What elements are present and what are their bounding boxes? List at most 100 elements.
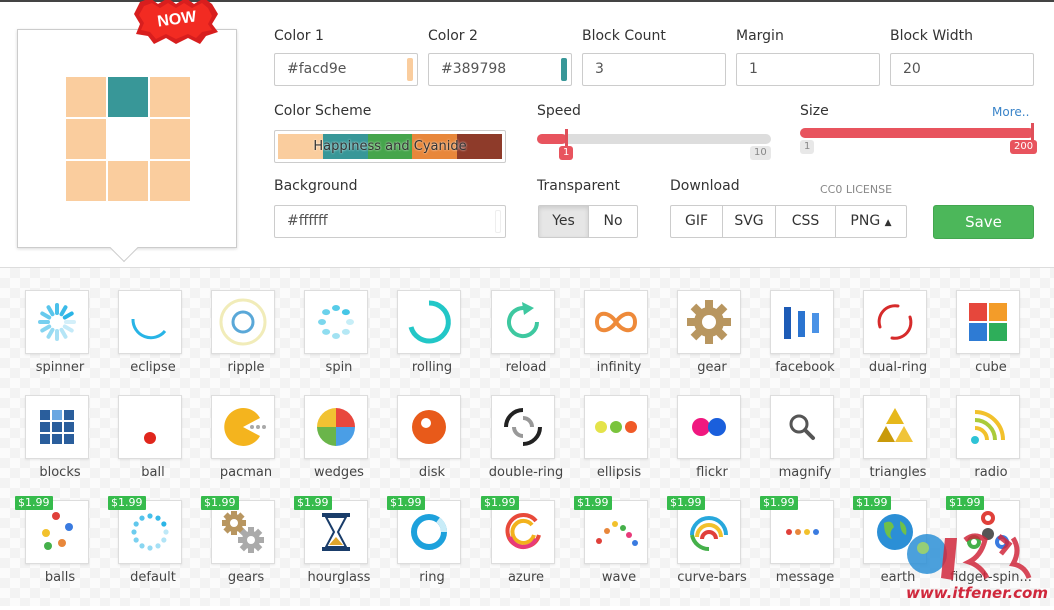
- gear-icon: [687, 300, 731, 344]
- loader-tile[interactable]: flickr: [666, 395, 758, 495]
- block-count-input[interactable]: 3: [582, 53, 726, 86]
- download-css-button[interactable]: CSS: [775, 205, 836, 238]
- caret-up-icon: ▲: [884, 218, 892, 228]
- loader-tile[interactable]: pacman: [200, 395, 292, 495]
- loader-thumbnail[interactable]: [118, 500, 182, 564]
- watermark: www.itfener.com: [905, 520, 1054, 606]
- loader-tile[interactable]: default $1.99: [107, 496, 199, 600]
- loader-thumbnail[interactable]: [584, 395, 648, 459]
- loader-name: radio: [974, 465, 1008, 480]
- more-link[interactable]: More..: [992, 105, 1030, 119]
- download-png-button[interactable]: PNG ▲: [835, 205, 907, 238]
- loader-tile[interactable]: spinner: [14, 290, 106, 390]
- loader-thumbnail[interactable]: [491, 290, 555, 354]
- speed-max: 10: [750, 146, 771, 160]
- speed-handle[interactable]: [565, 129, 568, 149]
- color1-input[interactable]: #facd9e: [274, 53, 418, 86]
- color-scheme-select[interactable]: Happiness and Cyanide: [274, 130, 506, 163]
- loader-tile[interactable]: curve-bars $1.99: [666, 496, 758, 600]
- loader-tile[interactable]: spin: [293, 290, 385, 390]
- facebook-icon: [784, 307, 819, 339]
- loader-tile[interactable]: ball: [107, 395, 199, 495]
- color1-swatch[interactable]: [407, 58, 413, 81]
- size-handle[interactable]: [1031, 123, 1034, 143]
- loader-tile[interactable]: triangles: [852, 395, 944, 495]
- loader-thumbnail[interactable]: [677, 500, 741, 564]
- loader-name: eclipse: [130, 360, 176, 375]
- loader-tile[interactable]: earth $1.99: [852, 496, 944, 600]
- loader-thumbnail[interactable]: [118, 290, 182, 354]
- loader-tile[interactable]: gear: [666, 290, 758, 390]
- loader-tile[interactable]: infinity: [573, 290, 665, 390]
- loader-thumbnail[interactable]: [397, 395, 461, 459]
- loader-thumbnail[interactable]: [770, 500, 834, 564]
- loader-thumbnail[interactable]: [863, 500, 927, 564]
- loader-tile[interactable]: ring $1.99: [386, 496, 478, 600]
- loader-tile[interactable]: reload: [480, 290, 572, 390]
- loader-thumbnail[interactable]: [211, 500, 275, 564]
- loader-thumbnail[interactable]: [397, 290, 461, 354]
- magnify-icon: [789, 414, 815, 440]
- loader-tile[interactable]: radio: [945, 395, 1037, 495]
- loader-tile[interactable]: cube: [945, 290, 1037, 390]
- download-gif-button[interactable]: GIF: [670, 205, 723, 238]
- loader-thumbnail[interactable]: [863, 395, 927, 459]
- save-button[interactable]: Save: [933, 205, 1034, 239]
- loader-name: default: [130, 570, 176, 585]
- background-input[interactable]: #ffffff: [274, 205, 506, 238]
- loader-thumbnail[interactable]: [304, 395, 368, 459]
- loader-thumbnail[interactable]: [304, 500, 368, 564]
- loader-tile[interactable]: ripple: [200, 290, 292, 390]
- loader-tile[interactable]: message $1.99: [759, 496, 851, 600]
- transparent-no-button[interactable]: No: [588, 205, 638, 238]
- loader-tile[interactable]: wave $1.99: [573, 496, 665, 600]
- color2-swatch[interactable]: [561, 58, 567, 81]
- loader-tile[interactable]: wedges: [293, 395, 385, 495]
- loader-tile[interactable]: eclipse: [107, 290, 199, 390]
- preview-caret: [109, 233, 139, 263]
- loader-thumbnail[interactable]: [770, 290, 834, 354]
- loader-name: pacman: [219, 465, 273, 480]
- loader-thumbnail[interactable]: [770, 395, 834, 459]
- margin-input[interactable]: 1: [736, 53, 880, 86]
- loader-tile[interactable]: facebook: [759, 290, 851, 390]
- color2-input[interactable]: #389798: [428, 53, 572, 86]
- loader-thumbnail[interactable]: [677, 290, 741, 354]
- loader-thumbnail[interactable]: [491, 500, 555, 564]
- loader-tile[interactable]: rolling: [386, 290, 478, 390]
- loader-thumbnail[interactable]: [491, 395, 555, 459]
- loader-thumbnail[interactable]: [211, 395, 275, 459]
- speed-track[interactable]: [537, 134, 771, 144]
- loader-thumbnail[interactable]: [25, 500, 89, 564]
- loader-thumbnail[interactable]: [211, 290, 275, 354]
- block-width-input[interactable]: 20: [890, 53, 1034, 86]
- loader-tile[interactable]: gears $1.99: [200, 496, 292, 600]
- loader-tile[interactable]: balls $1.99: [14, 496, 106, 600]
- loader-thumbnail[interactable]: [584, 290, 648, 354]
- loader-tile[interactable]: ellipsis: [573, 395, 665, 495]
- download-svg-button[interactable]: SVG: [722, 205, 776, 238]
- loader-tile[interactable]: hourglass $1.99: [293, 496, 385, 600]
- loader-tile[interactable]: blocks: [14, 395, 106, 495]
- background-swatch[interactable]: [495, 210, 501, 233]
- transparent-yes-button[interactable]: Yes: [538, 205, 589, 238]
- license-label: CC0 LICENSE: [820, 183, 893, 196]
- loader-tile[interactable]: double-ring: [480, 395, 572, 495]
- wedges-icon: [317, 408, 355, 446]
- loader-thumbnail[interactable]: [956, 290, 1020, 354]
- loader-thumbnail[interactable]: [863, 290, 927, 354]
- default-icon: [131, 513, 169, 551]
- loader-thumbnail[interactable]: [397, 500, 461, 564]
- loader-thumbnail[interactable]: [25, 395, 89, 459]
- loader-tile[interactable]: magnify: [759, 395, 851, 495]
- loader-tile[interactable]: disk: [386, 395, 478, 495]
- loader-tile[interactable]: azure $1.99: [480, 496, 572, 600]
- loader-tile[interactable]: dual-ring: [852, 290, 944, 390]
- cube-icon: [969, 303, 1007, 341]
- loader-thumbnail[interactable]: [677, 395, 741, 459]
- loader-thumbnail[interactable]: [304, 290, 368, 354]
- loader-thumbnail[interactable]: [956, 395, 1020, 459]
- loader-thumbnail[interactable]: [25, 290, 89, 354]
- loader-thumbnail[interactable]: [584, 500, 648, 564]
- loader-thumbnail[interactable]: [118, 395, 182, 459]
